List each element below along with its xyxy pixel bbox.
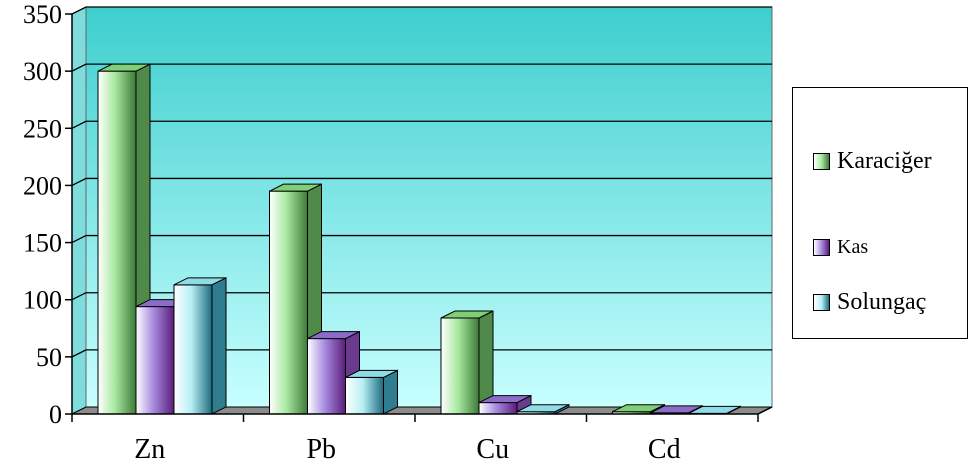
x-category-label: Zn [134,434,165,465]
y-tick-label: 350 [23,0,62,29]
bar [173,277,227,415]
x-category-label: Pb [306,434,336,465]
legend-item-solungac: Solungaç [813,288,926,316]
legend-swatch-solungac [813,293,830,311]
y-tick-label: 0 [49,400,62,429]
bar [440,310,494,415]
legend: Karaciğer Kas Solungaç [792,87,968,339]
gridline [71,63,772,72]
gridline [71,177,772,187]
bar [345,369,398,415]
gridline [71,292,772,301]
x-category-label: Cu [476,434,509,465]
axes [65,13,773,422]
y-tick-label: 100 [23,286,62,315]
y-tick-label: 200 [23,171,62,200]
legend-item-kas: Kas [813,233,868,261]
bar [516,403,570,415]
legend-label-kas: Kas [837,235,869,258]
gridlines [71,6,772,358]
y-tick-label: 150 [23,229,62,258]
gridline [71,6,772,15]
legend-item-karaciger: Karaciğer [813,147,932,175]
legend-swatch-karaciger [813,152,830,170]
y-tick-label: 250 [23,114,62,143]
axis-labels: 0 50 100 150 200 250 300 350 Zn Pb Cu Cd [23,0,681,465]
y-tick-label: 50 [36,343,62,372]
gridline [71,120,772,129]
legend-label-karaciger: Karaciğer [837,147,932,174]
legend-label-solungac: Solungaç [837,288,927,315]
gridline [71,349,772,358]
legend-swatch-kas [813,238,830,256]
gridline [71,234,772,244]
bars [97,63,741,415]
y-tick-label: 300 [23,57,62,86]
x-category-label: Cd [648,434,681,465]
